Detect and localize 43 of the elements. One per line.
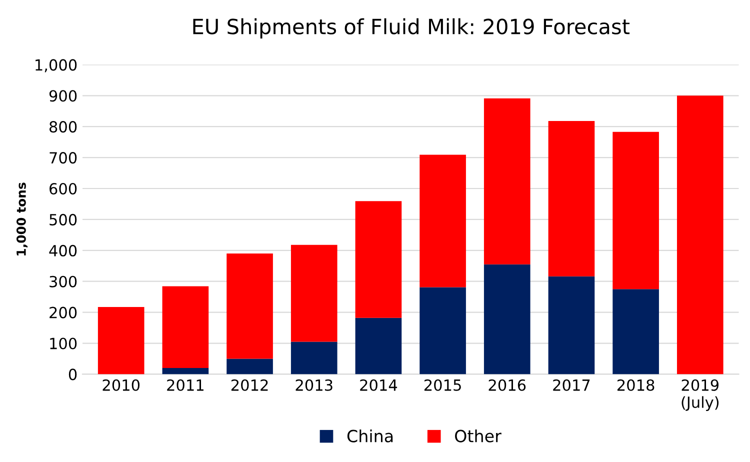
legend-label: Other: [455, 429, 502, 442]
y-tick-label: 900: [49, 90, 77, 102]
y-tick-label: 500: [50, 214, 77, 226]
bar: [484, 98, 530, 264]
y-tick-label: 400: [49, 244, 77, 256]
y-tick-label: 600: [50, 182, 77, 195]
x-tick-label: 2015: [424, 379, 461, 391]
bar: [355, 201, 402, 318]
y-tick-label: 1,000: [36, 59, 77, 72]
x-tick-label: 2010: [102, 379, 140, 391]
bar: [98, 307, 144, 374]
bar: [355, 318, 402, 374]
bar: [226, 358, 273, 374]
bar: [548, 276, 595, 374]
x-tick-label: 2017: [553, 379, 590, 391]
bar: [612, 132, 659, 290]
bar: [420, 287, 466, 374]
bar: [290, 244, 338, 342]
x-tick-label: 2012: [231, 379, 268, 391]
y-tick-label: 700: [50, 152, 77, 164]
y-tick-label: 100: [50, 338, 77, 350]
y-tick-label: 0: [68, 368, 77, 380]
x-tick-label: 2014: [360, 379, 398, 391]
bar: [676, 96, 724, 374]
bar: [612, 289, 659, 374]
x-tick-label: 2016: [488, 379, 526, 391]
bar: [226, 254, 273, 359]
x-tick-label: 2013: [296, 379, 332, 391]
bar: [420, 154, 466, 288]
legend-label: China: [347, 429, 393, 442]
bar: [290, 342, 338, 374]
y-axis-title: 1,000 tons: [16, 182, 28, 256]
bar: [484, 264, 530, 374]
bar: [548, 121, 595, 276]
bar: [162, 368, 209, 374]
chart-title: EU Shipments of Fluid Milk: 2019 Forecast: [193, 18, 630, 38]
x-tick-label: 2019 (July): [682, 379, 719, 411]
x-tick-label: 2018: [617, 379, 654, 391]
y-tick-label: 800: [50, 121, 77, 133]
y-tick-label: 300: [50, 276, 77, 288]
bar: [162, 286, 209, 368]
y-tick-label: 200: [50, 306, 77, 318]
x-tick-label: 2011: [167, 379, 204, 391]
